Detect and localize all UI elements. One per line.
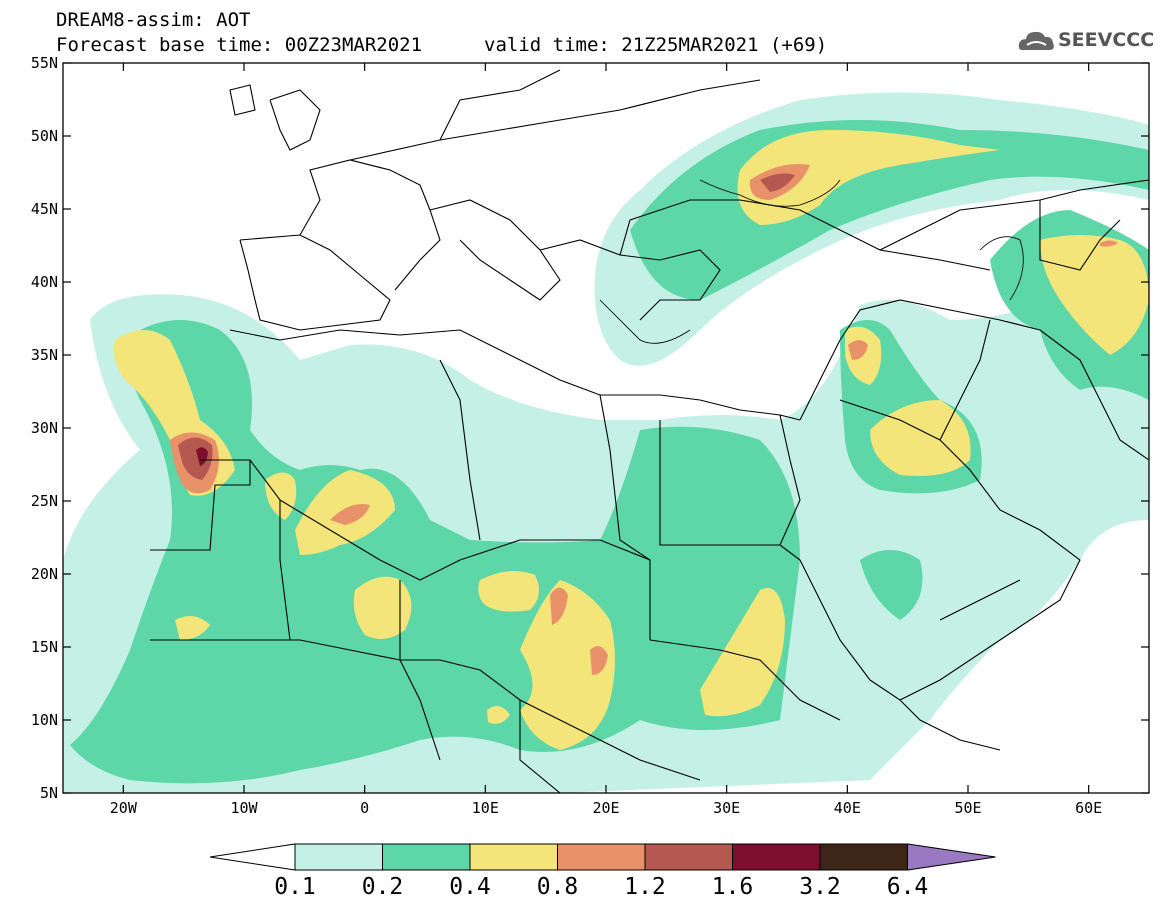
lat-tick-label: 30N	[31, 419, 58, 437]
lat-tick-label: 40N	[31, 273, 58, 291]
lon-tick-label: 20E	[592, 799, 619, 817]
lon-tick-label: 0	[360, 799, 369, 817]
colorbar-box	[557, 843, 646, 871]
cloud-logo-icon	[1018, 31, 1054, 50]
valid-time: valid time: 21Z25MAR2021 (+69)	[484, 34, 828, 56]
lat-tick-label: 50N	[31, 127, 58, 145]
colorbar-label: 0.8	[537, 874, 579, 900]
colorbar-box	[732, 843, 821, 871]
colorbar-box	[382, 843, 471, 871]
colorbar-label: 0.1	[274, 874, 316, 900]
colorbar-box	[644, 843, 733, 871]
lon-tick-label: 50E	[954, 799, 981, 817]
lat-tick-label: 25N	[31, 492, 58, 510]
lat-tick-label: 45N	[31, 200, 58, 218]
colorbar-box	[819, 843, 908, 871]
colorbar-low-arrow	[209, 843, 296, 871]
logo-text: SEEVCCC	[1058, 29, 1155, 51]
country-borders	[150, 69, 1149, 793]
colorbar-high-arrow	[907, 843, 996, 871]
forecast-base-time: Forecast base time: 00Z23MAR2021	[56, 34, 423, 56]
lat-tick-label: 55N	[31, 54, 58, 72]
latitude-axis: 55N 50N 45N 40N 35N 30N 25N 20N 15N 10N 5N	[31, 54, 1149, 802]
lat-tick-label: 15N	[31, 638, 58, 656]
lat-tick-label: 10N	[31, 711, 58, 729]
lon-tick-label: 20W	[110, 799, 138, 817]
aot-fields	[63, 69, 1149, 793]
lat-tick-label: 20N	[31, 565, 58, 583]
colorbar-label: 0.2	[362, 874, 404, 900]
colorbar-label: 1.6	[712, 874, 754, 900]
colorbar-box	[294, 843, 383, 871]
lon-tick-label: 40E	[834, 799, 861, 817]
colorbar-label: 0.4	[449, 874, 491, 900]
longitude-axis: 20W 10W 0 10E 20E 30E 40E 50E 60E	[110, 63, 1102, 817]
lat-tick-label: 35N	[31, 346, 58, 364]
colorbar-box	[469, 843, 558, 871]
lon-tick-label: 30E	[713, 799, 740, 817]
lon-tick-label: 10W	[230, 799, 258, 817]
colorbar-label: 1.2	[624, 874, 666, 900]
colorbar-label: 3.2	[799, 874, 841, 900]
lon-tick-label: 10E	[472, 799, 499, 817]
map-title: DREAM8-assim: AOT	[56, 9, 251, 31]
lat-tick-label: 5N	[40, 784, 58, 802]
lon-tick-label: 60E	[1075, 799, 1102, 817]
colorbar-label: 6.4	[887, 874, 929, 900]
